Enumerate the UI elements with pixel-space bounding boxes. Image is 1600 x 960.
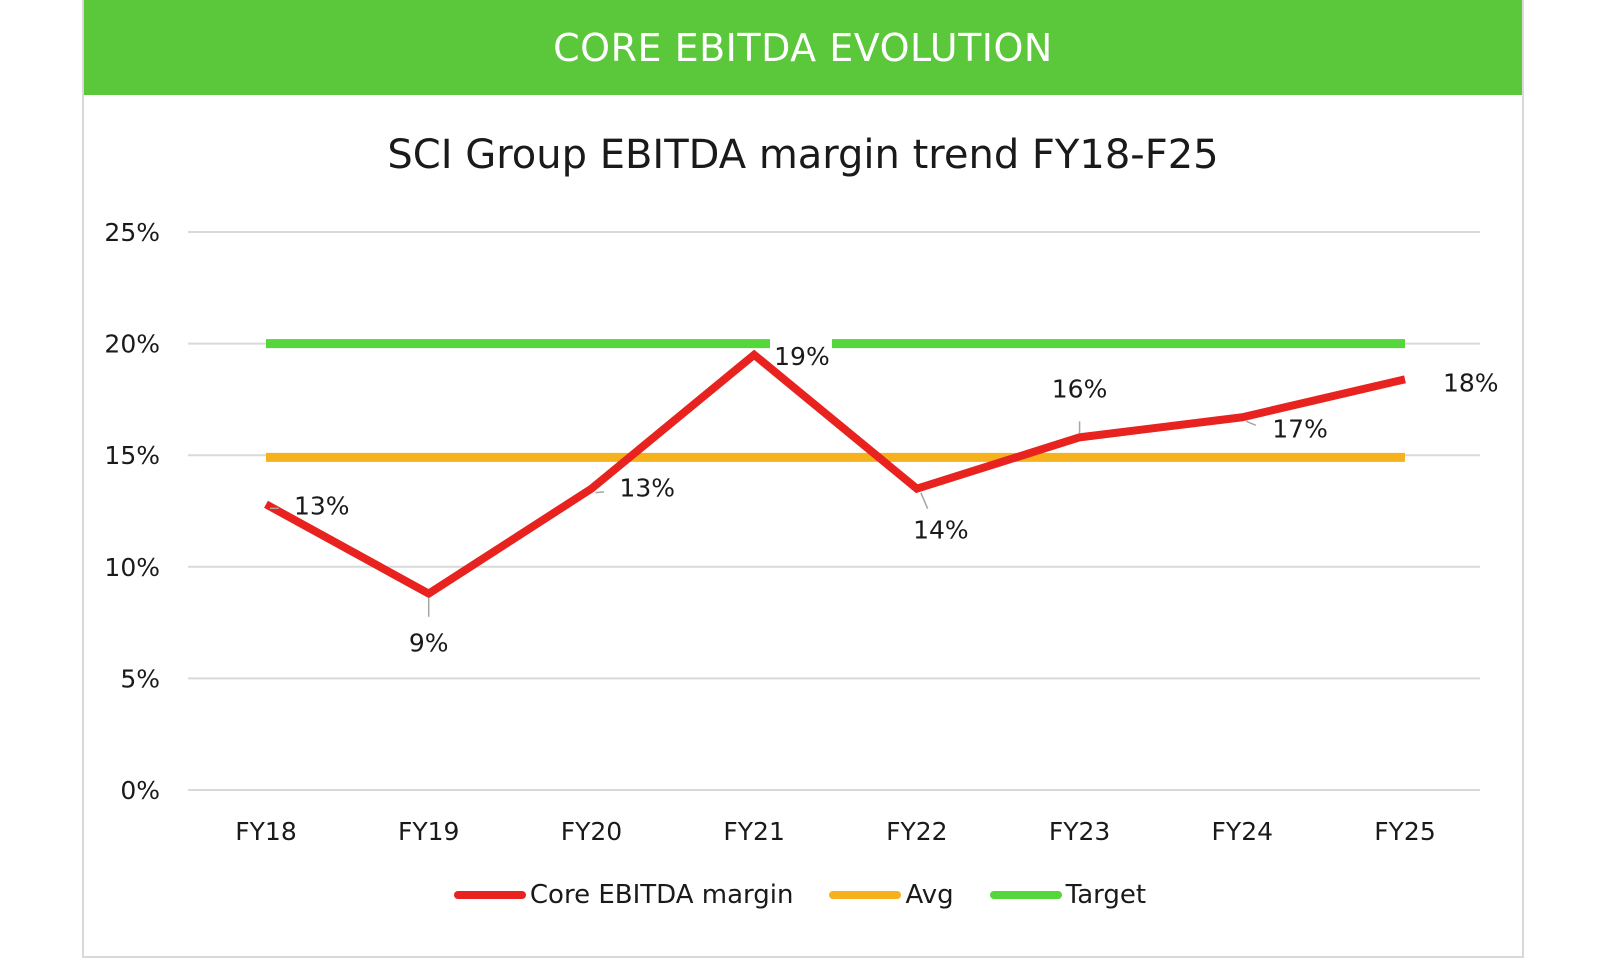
x-tick-label: FY24: [1212, 817, 1273, 846]
header-banner: CORE EBITDA EVOLUTION: [84, 0, 1522, 95]
chart-frame: CORE EBITDA EVOLUTION SCI Group EBITDA m…: [82, 0, 1524, 958]
y-tick-label: 10%: [104, 553, 160, 582]
x-tick-label: FY22: [886, 817, 947, 846]
x-tick-label: FY18: [235, 817, 296, 846]
legend-swatch-target: [989, 891, 1062, 899]
y-tick-label: 5%: [120, 664, 160, 693]
chart-title: SCI Group EBITDA margin trend FY18-F25: [387, 132, 1219, 178]
legend-label-avg: Avg: [905, 880, 954, 910]
target-label-gap: [770, 335, 832, 352]
data-label-leader: [1245, 420, 1257, 426]
x-tick-label: FY19: [398, 817, 459, 846]
x-tick-label: FY23: [1049, 817, 1110, 846]
data-label: 16%: [1052, 374, 1108, 403]
legend-swatch-avg: [829, 891, 902, 899]
data-label-leader: [595, 491, 605, 494]
chart-legend: Core EBITDA margin Avg Target: [0, 880, 1600, 910]
x-tick-label: FY20: [561, 817, 622, 846]
data-label: 9%: [409, 629, 449, 658]
x-tick-label: FY25: [1374, 817, 1435, 846]
legend-item-target: Target: [989, 880, 1147, 910]
legend-item-avg: Avg: [829, 880, 954, 910]
data-label-leader: [920, 492, 929, 509]
data-label: 17%: [1272, 414, 1328, 443]
legend-label-core-ebitda-margin: Core EBITDA margin: [529, 880, 794, 910]
data-label: 13%: [619, 474, 675, 503]
x-tick-label: FY21: [723, 817, 784, 846]
banner-title: CORE EBITDA EVOLUTION: [553, 25, 1053, 70]
data-label: 18%: [1443, 368, 1499, 397]
y-tick-label: 20%: [104, 330, 160, 359]
y-tick-label: 15%: [104, 441, 160, 470]
data-label: 13%: [294, 491, 350, 520]
y-tick-label: 25%: [104, 218, 160, 247]
y-tick-label: 0%: [120, 776, 160, 805]
legend-swatch-core-ebitda-margin: [453, 891, 526, 899]
legend-label-target: Target: [1065, 880, 1147, 910]
legend-item-core-ebitda-margin: Core EBITDA margin: [453, 880, 794, 910]
data-label: 19%: [774, 342, 830, 371]
series-line-core-ebitda-margin: [264, 349, 1406, 599]
data-label: 14%: [913, 516, 969, 545]
